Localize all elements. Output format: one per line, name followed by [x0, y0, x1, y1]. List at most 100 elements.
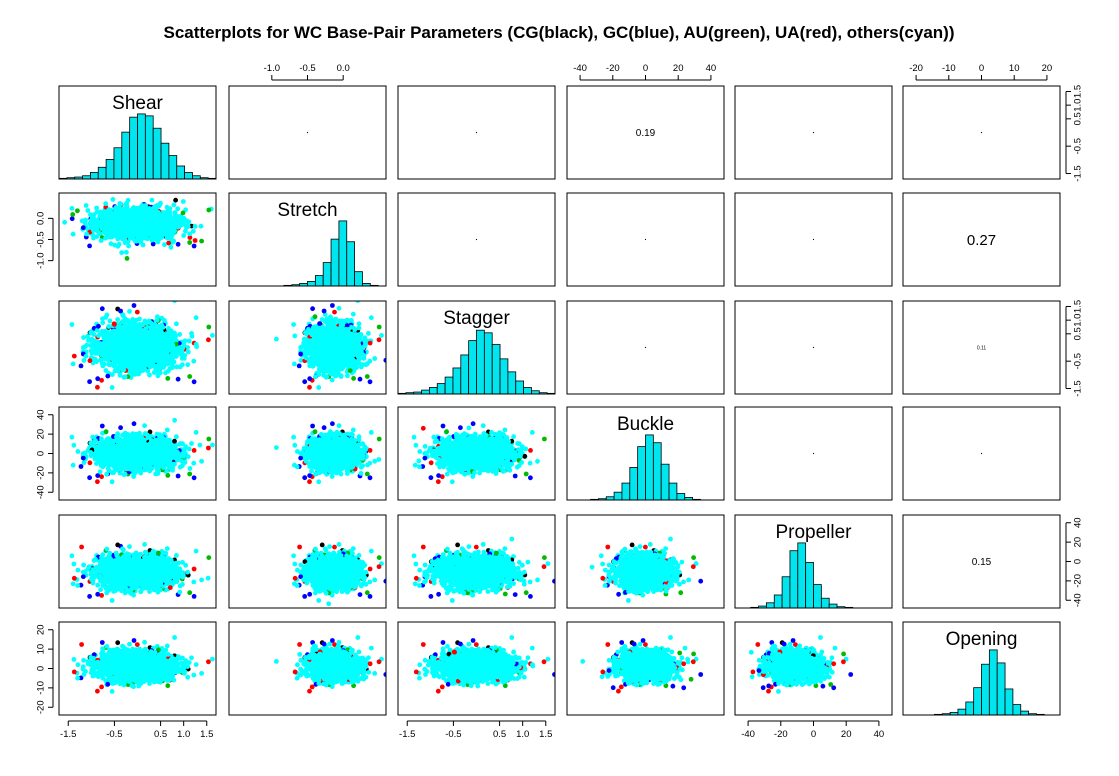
- panel-frame: [228, 192, 387, 287]
- histogram-bar: [645, 434, 654, 500]
- tick-label: 0: [1073, 559, 1084, 564]
- panel-stretch-propeller: [734, 192, 893, 287]
- histogram-bar: [773, 594, 783, 608]
- panel-buckle-shear: [58, 406, 217, 501]
- tick-label: -0.5: [1073, 353, 1084, 369]
- panel-frame: [734, 192, 893, 287]
- scatter-points: [69, 301, 215, 390]
- correlation-dot: [644, 238, 647, 241]
- tick-label: -20: [1073, 574, 1084, 588]
- histogram-bar: [176, 165, 185, 179]
- histogram-bar: [676, 493, 686, 500]
- correlation-dot: [812, 238, 815, 241]
- axis-top-buckle: -40 -20 0 20 40: [573, 63, 716, 81]
- tick-label: -20: [774, 729, 788, 740]
- panel-frame: [397, 514, 556, 609]
- histogram-bar: [322, 262, 332, 286]
- histogram-bar: [105, 159, 115, 179]
- axis-left-stretch: -1.0 -0.5 0.0: [36, 212, 54, 269]
- panel-frame: [228, 514, 387, 609]
- panel-buckle-stretch: [228, 406, 387, 501]
- panel-propeller-opening: 0.15: [902, 514, 1061, 609]
- panel-opening-opening: Opening: [902, 621, 1061, 716]
- panel-buckle-propeller: [734, 406, 893, 501]
- histogram-bar: [137, 113, 146, 179]
- histogram-bar: [828, 603, 838, 608]
- tick-label: -0.5: [106, 729, 122, 740]
- scatter-points: [274, 421, 382, 485]
- panel-frame: [228, 406, 387, 501]
- panel-opening-shear: [58, 621, 217, 716]
- histogram-bar: [144, 115, 154, 179]
- panel-frame: [734, 85, 893, 180]
- tick-label: 20: [1042, 63, 1053, 74]
- histogram-bar: [1020, 710, 1029, 715]
- tick-label: 0: [979, 63, 984, 74]
- panel-frame: [228, 621, 387, 716]
- correlation-dot: [644, 346, 647, 349]
- tick-label: 10: [1009, 63, 1020, 74]
- variable-label-opening: Opening: [946, 629, 1018, 650]
- panel-frame: [902, 621, 1061, 716]
- panel-propeller-stretch: [228, 514, 387, 609]
- correlation-value: 0.15: [972, 557, 992, 568]
- panel-shear-opening: [902, 85, 1061, 180]
- tick-label: -10: [36, 681, 47, 695]
- axis-bottom-shear: -1.5 -0.5 0.5 1.0 1.5: [60, 720, 213, 740]
- tick-label: 1.5: [1073, 300, 1084, 313]
- correlation-value: 0.11: [977, 345, 987, 351]
- tick-label: -40: [741, 729, 755, 740]
- panel-frame: [734, 300, 893, 395]
- histogram-bar: [152, 127, 162, 179]
- panel-frame: [58, 406, 217, 501]
- scatter-points: [411, 421, 547, 485]
- panel-frame: [58, 192, 217, 287]
- tick-label: 0.5: [1073, 112, 1084, 125]
- histogram-bar: [523, 387, 532, 394]
- panel-stagger-buckle: [566, 300, 725, 395]
- histogram-bar: [981, 663, 990, 715]
- tick-label: 0.0: [36, 212, 47, 225]
- panel-propeller-stagger: [397, 514, 556, 609]
- histogram-bar: [637, 446, 646, 500]
- scatter-points: [274, 635, 386, 694]
- tick-label: -20: [909, 63, 923, 74]
- variable-label-buckle: Buckle: [617, 414, 674, 435]
- histogram-bar: [1012, 704, 1022, 715]
- scatter-points: [735, 635, 854, 694]
- histogram-bar: [121, 131, 131, 179]
- panel-stagger-shear: [58, 300, 217, 395]
- scatter-points: [62, 197, 214, 261]
- tick-label: 1.0: [177, 729, 190, 740]
- histogram-bar: [168, 155, 178, 179]
- histogram-bar: [515, 380, 524, 394]
- panel-frame: [58, 300, 217, 395]
- panel-stagger-propeller: [734, 300, 893, 395]
- panel-frame: [566, 514, 725, 609]
- scatter-points: [274, 301, 386, 390]
- histogram-stretch: [283, 220, 379, 286]
- tick-label: 1.0: [1073, 314, 1084, 327]
- axis-top-opening: -20 -10 0 10 20: [909, 63, 1053, 81]
- tick-label: 1.5: [539, 729, 552, 740]
- histogram-bar: [988, 649, 998, 715]
- histogram-bar: [660, 463, 670, 500]
- histogram-bar: [652, 442, 662, 500]
- histogram-bar: [184, 172, 193, 179]
- histogram-stagger: [398, 329, 555, 394]
- variable-label-shear: Shear: [112, 93, 163, 114]
- correlation-dot: [980, 452, 983, 455]
- histogram-bar: [1004, 688, 1014, 715]
- panel-frame: [902, 192, 1061, 287]
- scatter-points: [71, 635, 215, 694]
- tick-label: 0.0: [337, 63, 350, 74]
- panel-stagger-stretch: [228, 300, 387, 395]
- tick-label: 0: [643, 63, 648, 74]
- histogram-bar: [965, 701, 975, 715]
- tick-label: 0: [36, 451, 47, 456]
- axis-left-opening: -20 -10 0 10 20: [36, 624, 54, 714]
- histogram-bar: [499, 358, 509, 394]
- histogram-bar: [996, 662, 1006, 715]
- panel-frame: [734, 514, 893, 609]
- histogram-bar: [957, 708, 967, 715]
